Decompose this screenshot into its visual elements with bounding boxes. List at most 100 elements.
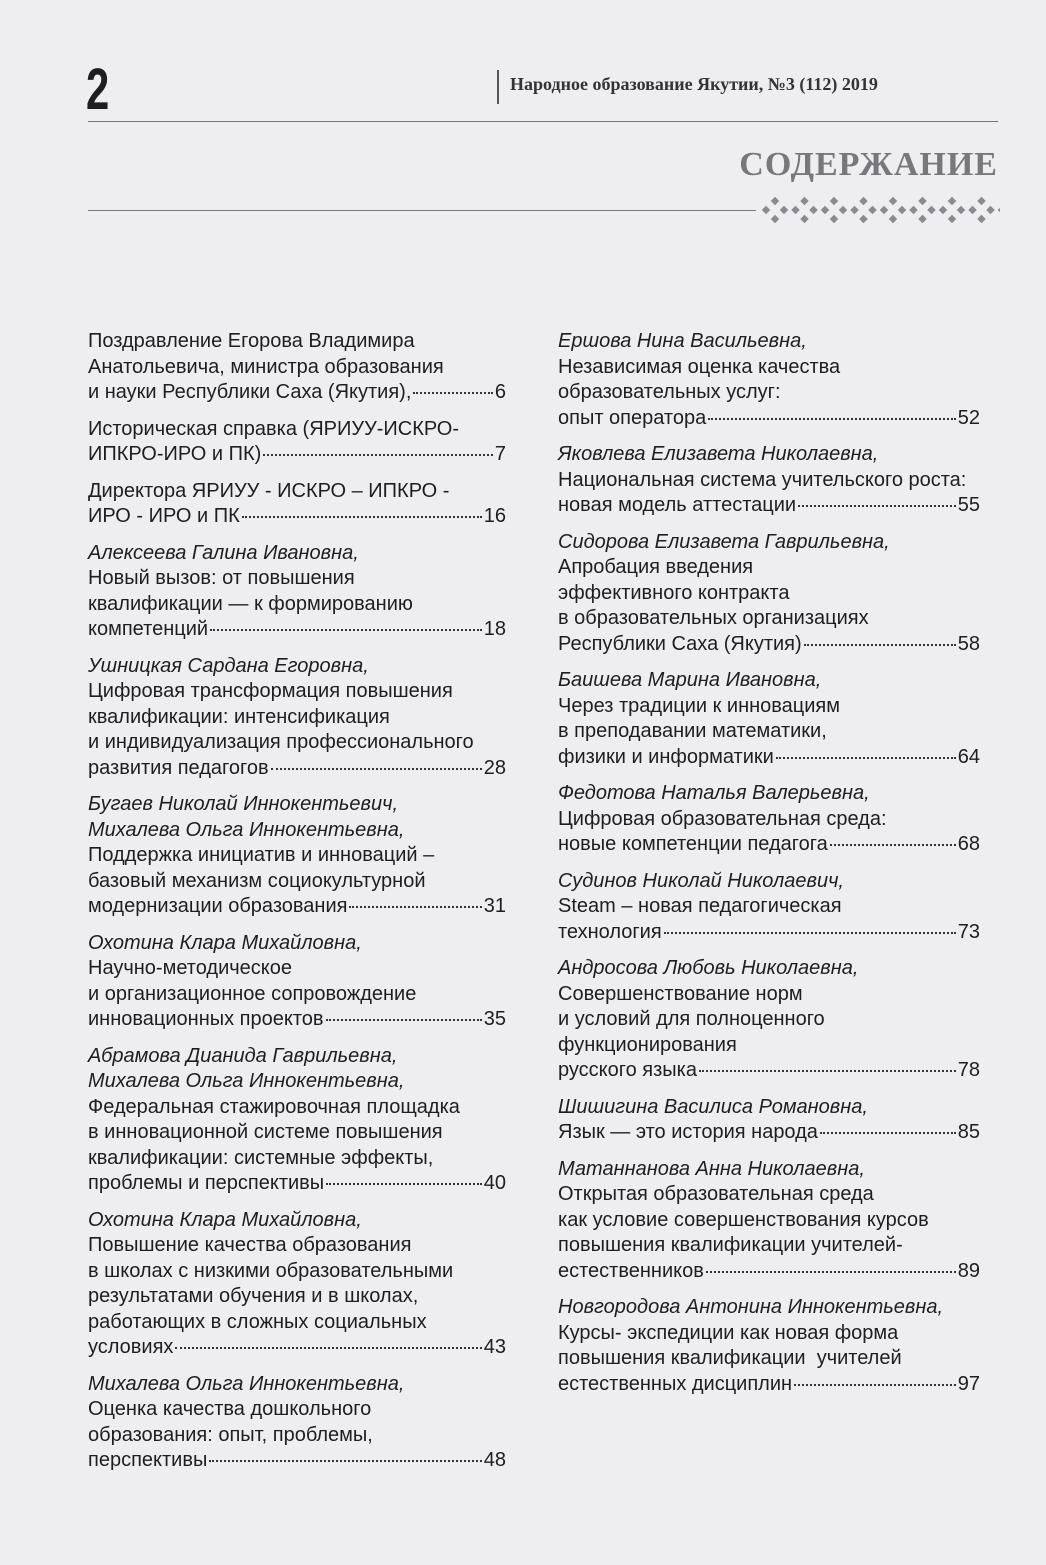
entry-title: опыт оператора	[558, 406, 707, 429]
author: Андросова Любовь Николаевна,	[558, 957, 859, 979]
entry-title: квалификации — к формированию	[88, 592, 413, 615]
toc-entry: Абрамова Дианида Гаврильевна, Михалева Ол…	[88, 1044, 506, 1197]
entry-title: Республики Саха (Якутия)	[558, 632, 802, 655]
dot-leader	[263, 454, 493, 456]
toc-entry: Яковлева Елизавета Николаевна, Национальн…	[558, 442, 980, 519]
entry-last-line: физики и информатики 64	[558, 745, 980, 771]
author: Судинов Николай Николаевич,	[558, 869, 844, 892]
entry-title: Повышение качества образования	[88, 1234, 412, 1256]
dot-leader	[210, 629, 482, 631]
author: Абрамова Дианида Гаврильевна,	[88, 1044, 398, 1067]
page-number: 2	[86, 57, 110, 122]
entry-title: образования: опыт, проблемы,	[88, 1423, 373, 1446]
toc-entry: Охотина Клара Михайловна, Научно-методиче…	[88, 931, 506, 1033]
entry-last-line: Язык — это история народа 85	[558, 1120, 980, 1146]
toc-entry: Алексеева Галина Ивановна, Новый вызов: о…	[88, 541, 506, 643]
entry-title: Оценка качества дошкольного	[88, 1398, 372, 1420]
dot-leader	[708, 417, 956, 420]
page-ref: 58	[957, 632, 980, 655]
dot-leader	[705, 1270, 956, 1273]
entry-title: Через традиции к инновациям	[558, 694, 841, 717]
entry-title: и индивидуализация профессионального	[88, 731, 474, 753]
entry-title: в преподавании математики,	[558, 720, 827, 742]
entry-last-line: проблемы и перспективы 40	[88, 1171, 506, 1197]
toc-entry: Поздравление Егорова Владимира Анатольеви…	[88, 329, 506, 406]
author: Сидорова Елизавета Гаврильевна,	[558, 530, 890, 553]
entry-title: квалификации: интенсификация	[88, 705, 390, 728]
page-ref: 40	[483, 1172, 506, 1194]
author: Шишигина Василиса Романовна,	[558, 1095, 868, 1118]
author: Ушницкая Сардана Егоровна,	[88, 654, 369, 677]
entry-title: в школах с низкими образовательными	[88, 1259, 454, 1282]
entry-title: повышения квалификации учителей	[558, 1347, 902, 1369]
entry-last-line: технология 73	[558, 920, 980, 946]
dot-leader	[175, 1347, 482, 1349]
entry-last-line: естественных дисциплин 97	[558, 1372, 980, 1398]
toc-entry: Шишигина Василиса Романовна, Язык — это и…	[558, 1095, 980, 1146]
entry-title: Цифровая трансформация повышения	[88, 680, 453, 702]
toc-entry: Андросова Любовь Николаевна, Совершенство…	[558, 956, 980, 1084]
entry-last-line: опыт оператора 52	[558, 406, 980, 432]
entry-last-line: модернизации образования 31	[88, 894, 506, 920]
entry-title: результатами обучения и в школах,	[88, 1285, 419, 1307]
entry-last-line: и науки Республики Саха (Якутия), 6	[88, 380, 506, 406]
toc-entry: Михалева Ольга Иннокентьевна, Оценка каче…	[88, 1372, 506, 1474]
entry-title: функционирования	[558, 1033, 737, 1056]
entry-last-line: инновационных проектов 35	[88, 1007, 506, 1033]
page-ref: 64	[957, 745, 980, 768]
toc-column: Поздравление Егорова Владимира Анатольеви…	[88, 329, 506, 1485]
entry-title: Новый вызов: от повышения	[88, 567, 355, 589]
entry-title: Steam – новая педагогическая	[558, 895, 842, 917]
entry-last-line: новые компетенции педагога 68	[558, 832, 980, 858]
dot-leader	[326, 1183, 482, 1185]
entry-title: Открытая образовательная среда	[558, 1183, 874, 1205]
entry-last-line: ИПКРО-ИРО и ПК) 7	[88, 442, 506, 468]
entry-title: Совершенствование норм	[558, 982, 803, 1005]
rule	[88, 210, 756, 211]
entry-last-line: перспективы 48	[88, 1448, 506, 1474]
entry-title: Язык — это история народа	[558, 1121, 818, 1143]
dot-leader	[798, 505, 956, 507]
author: Михалева Ольга Иннокентьевна,	[88, 818, 405, 841]
entry-title: образовательных услуг:	[558, 381, 781, 403]
toc-entry: Охотина Клара Михайловна, Повышение качес…	[88, 1208, 506, 1361]
entry-title: Научно-методическое	[88, 957, 293, 979]
page-ref: 97	[957, 1372, 980, 1395]
entry-title: естественников	[558, 1259, 704, 1282]
page-ref: 16	[483, 505, 506, 527]
page-ref: 7	[494, 443, 506, 465]
toc-entry: Баишева Марина Ивановна, Через традиции к…	[558, 668, 980, 770]
entry-title: условиях	[88, 1336, 174, 1358]
page-ref: 18	[483, 618, 506, 640]
entry-title: квалификации: системные эффекты,	[88, 1146, 434, 1169]
toc-entry: Матаннанова Анна Николаевна, Открытая обр…	[558, 1157, 980, 1285]
entry-title: ИПКРО-ИРО и ПК)	[88, 443, 262, 465]
entry-last-line: естественников 89	[558, 1259, 980, 1285]
entry-title: в инновационной системе повышения	[88, 1121, 443, 1143]
entry-title: Апробация введения	[558, 556, 754, 578]
entry-title: Цифровая образовательная среда:	[558, 807, 887, 830]
toc-entry: Историческая справка (ЯРИУУ-ИСКРО- ИПКРО-…	[88, 417, 506, 468]
dot-leader	[241, 516, 482, 518]
entry-title: новые компетенции педагога	[558, 833, 828, 855]
entry-title: как условие совершенствования курсов	[558, 1208, 929, 1231]
author: Матаннанова Анна Николаевна,	[558, 1157, 865, 1180]
divider	[497, 70, 499, 104]
entry-title: работающих в сложных социальных	[88, 1310, 427, 1333]
page-ref: 78	[957, 1059, 980, 1081]
dot-leader	[803, 643, 956, 646]
entry-last-line: русского языка 78	[558, 1058, 980, 1084]
dot-leader	[699, 1070, 956, 1072]
dot-leader	[413, 392, 493, 394]
toc-entry: Новгородова Антонина Иннокентьевна, Курсы…	[558, 1295, 980, 1397]
page-ref: 35	[483, 1008, 506, 1030]
author: Михалева Ольга Иннокентьевна,	[88, 1372, 405, 1395]
dot-leader	[270, 767, 482, 770]
entry-title: физики и информатики	[558, 745, 774, 768]
toc-entry: Бугаев Николай Иннокентьевич, Михалева Ол…	[88, 792, 506, 920]
page-ref: 31	[483, 895, 506, 917]
dot-leader	[349, 906, 482, 908]
entry-title: естественных дисциплин	[558, 1372, 793, 1395]
entry-title: Директора ЯРИУУ - ИСКРО – ИПКРО -	[88, 479, 450, 502]
